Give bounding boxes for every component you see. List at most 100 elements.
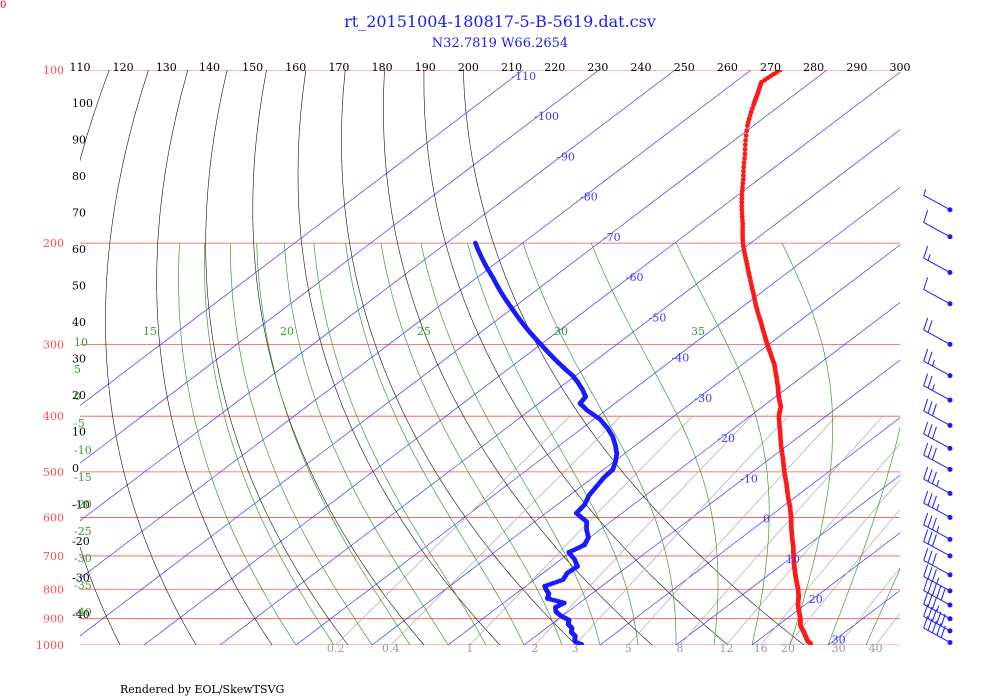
moist-adiabat-line (256, 243, 411, 645)
isotherm-label: -40 (672, 352, 690, 365)
dry-adiabat-label: 180 (372, 61, 393, 74)
wind-barb-staff (923, 288, 951, 305)
isotherm-line (447, 302, 900, 645)
dry-adiabat-label: 300 (890, 61, 911, 74)
wind-barb-flag (931, 426, 937, 439)
isobar-label: 200 (43, 237, 64, 250)
chart-subtitle: N32.7819 W66.2654 (431, 36, 569, 51)
temperature-point (879, 8, 884, 13)
dry-adiabat-left-label: 90 (72, 134, 86, 147)
temperature-point (877, 9, 882, 14)
moist-adiabat-line (229, 243, 373, 645)
dry-adiabat-line (80, 70, 121, 645)
moist-adiabat-left-label: -40 (74, 606, 92, 619)
isotherm-line (143, 71, 900, 645)
isotherm-line (827, 590, 900, 645)
temperature-point (740, 185, 745, 190)
wind-barb-half-flag (931, 359, 935, 367)
dry-adiabat-label: 120 (113, 61, 134, 74)
temperature-point (924, 0, 929, 1)
wind-barb-flag (931, 583, 937, 596)
mixing-ratio-line (534, 415, 753, 645)
dry-adiabat-left-label: 80 (72, 170, 86, 183)
moist-adiabat-line (865, 568, 900, 645)
mixing-ratio-line (875, 612, 900, 645)
temperature-point (783, 61, 788, 66)
temperature-point (740, 217, 745, 223)
wind-barb-half-flag (931, 384, 935, 391)
wind-barb-flag (923, 490, 929, 504)
wind-barb-flag (923, 564, 929, 577)
wind-barb-flag (927, 445, 933, 458)
temperature-point (902, 0, 907, 5)
moist-adiabat-left-label: -35 (74, 579, 92, 592)
temperature-point (858, 18, 863, 23)
temperature-point (875, 10, 880, 15)
temperature-point (884, 6, 889, 11)
mixing-ratio-line (679, 415, 884, 645)
wind-barb-flag (923, 529, 929, 542)
wind-barb-flag (931, 471, 937, 484)
temperature-point (837, 31, 842, 36)
temperature-point (741, 168, 746, 174)
dry-adiabat-left-label: -10 (72, 499, 90, 512)
temperature-point (809, 47, 814, 52)
isotherm-label: -110 (511, 70, 536, 83)
temperature-point (841, 26, 846, 31)
mixing-ratio-label: 8 (676, 642, 683, 655)
mixing-ratio-label: 30 (832, 642, 846, 655)
moist-adiabat-left-label: -15 (74, 471, 92, 484)
isotherm-line (295, 186, 900, 645)
mixing-ratio-label: 20 (781, 642, 795, 655)
wind-barb (923, 592, 953, 622)
temperature-point (867, 14, 872, 19)
moist-adiabat-line (380, 243, 563, 645)
temperature-point (739, 210, 745, 216)
moist-adiabat-label: 35 (691, 325, 705, 338)
temperature-point (740, 224, 746, 230)
temperature-point (899, 1, 904, 6)
wind-barb (923, 245, 953, 276)
wind-barb-flag (927, 550, 933, 563)
dry-adiabat-line (0, 70, 31, 645)
dry-adiabat-label: 140 (199, 61, 220, 74)
wind-barb-half-flag (936, 605, 940, 612)
isotherm-label: -50 (649, 311, 667, 324)
dry-adiabat-line (383, 70, 653, 645)
moist-adiabat-line (675, 242, 770, 645)
isotherm-line (80, 70, 752, 579)
temperature-point (843, 24, 848, 29)
wind-barb (923, 529, 953, 559)
temperature-point (908, 0, 913, 4)
wind-barb (923, 512, 953, 542)
temperature-point (779, 70, 783, 71)
temperature-point (785, 59, 790, 64)
mixing-ratio-label: 0.4 (382, 642, 400, 655)
wind-barb-flag (923, 245, 929, 259)
wind-barb (923, 210, 953, 240)
temperature-point (739, 196, 745, 202)
moist-adiabat-line (420, 243, 601, 645)
wind-barb-flag (923, 466, 929, 480)
wind-barb (923, 548, 953, 578)
temperature-point (836, 33, 841, 38)
temperature-point (833, 34, 838, 39)
dry-adiabat-label: 260 (717, 61, 738, 74)
wind-barb-flag (927, 493, 933, 506)
isotherm-label: 0 (763, 513, 770, 526)
isotherm-line (80, 70, 828, 637)
wind-barb-flag (923, 592, 929, 605)
isotherm-line (80, 70, 600, 464)
wind-barb-flag (927, 320, 933, 333)
wind-barb-half-flag (936, 504, 940, 511)
temperature-point (838, 30, 843, 35)
credit-text: Rendered by EOL/SkewTSVG (120, 683, 285, 696)
temperature-point (739, 188, 745, 194)
wind-barb-flag (923, 442, 929, 456)
wind-barb-flag (931, 495, 937, 509)
dry-adiabat-label: 130 (156, 61, 177, 74)
dry-adiabat-left-label: 10 (72, 426, 86, 439)
moist-adiabat-line (467, 243, 639, 645)
moist-adiabat-line (590, 242, 719, 645)
temperature-point (739, 200, 745, 205)
